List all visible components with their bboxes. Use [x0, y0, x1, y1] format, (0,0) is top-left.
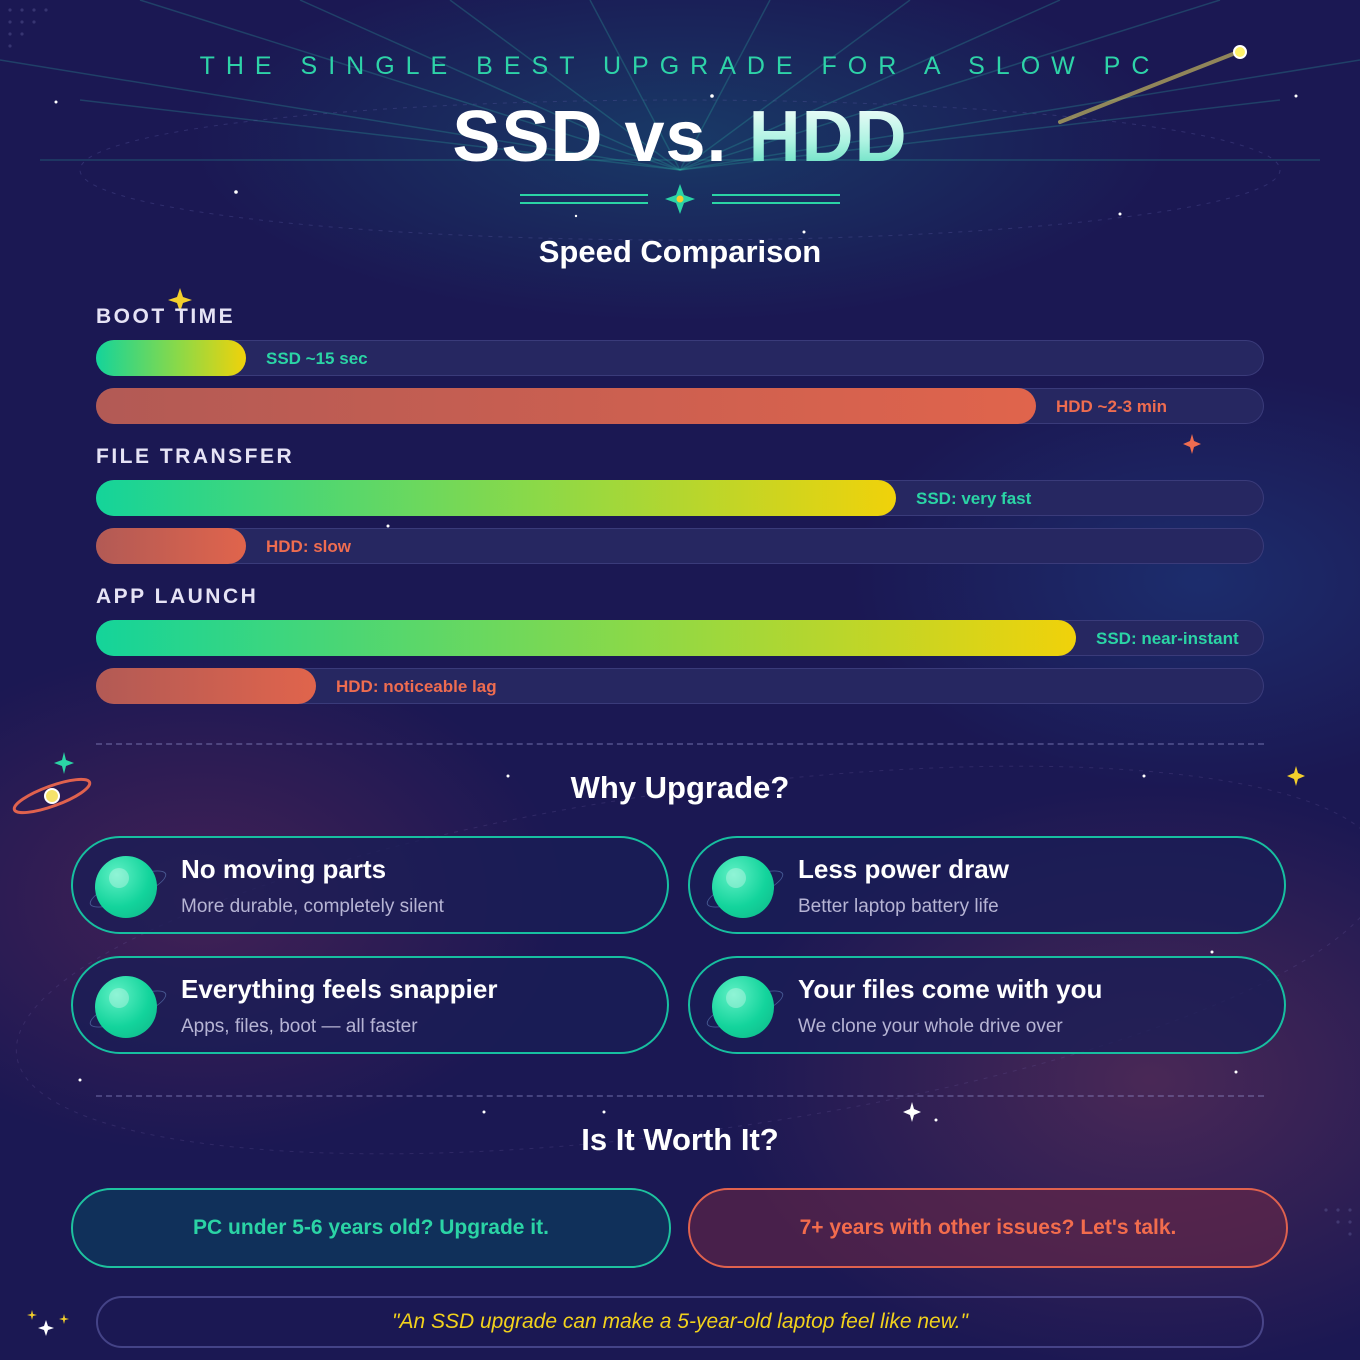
bar-track-app-ssd: SSD: near-instant [96, 620, 1264, 656]
benefit-card-snappier: Everything feels snappier Apps, files, b… [71, 956, 669, 1054]
bar-boot-ssd [96, 340, 246, 376]
bar-track-app-hdd: HDD: noticeable lag [96, 668, 1264, 704]
benefit-card-less-power: Less power draw Better laptop battery li… [688, 836, 1286, 934]
card-subtitle: We clone your whole drive over [798, 1016, 1063, 1037]
bar-label-app-hdd: HDD: noticeable lag [336, 677, 497, 696]
sparkle-stars [27, 184, 1305, 1336]
category-app-launch: APP LAUNCH [96, 585, 259, 608]
bar-label-app-ssd: SSD: near-instant [1096, 629, 1239, 648]
eyebrow-tagline: THE SINGLE BEST UPGRADE FOR A SLOW PC [199, 52, 1161, 80]
section-divider [96, 743, 1264, 745]
why-upgrade-heading: Why Upgrade? [570, 770, 790, 805]
planet-icon [712, 856, 774, 918]
benefit-card-files-come-with-you: Your files come with you We clone your w… [688, 956, 1286, 1054]
bar-track-file-ssd: SSD: very fast [96, 480, 1264, 516]
section-divider [96, 1095, 1264, 1097]
bar-app-hdd [96, 668, 316, 704]
benefit-card-no-moving-parts: No moving parts More durable, completely… [71, 836, 669, 934]
title-hdd: HDD [748, 97, 908, 177]
upgrade-it-callout: PC under 5-6 years old? Upgrade it. [71, 1188, 671, 1268]
bar-label-boot-ssd: SSD ~15 sec [266, 349, 368, 368]
title-divider [520, 194, 840, 204]
bar-track-file-hdd: HDD: slow [96, 528, 1264, 564]
card-title: No moving parts [181, 854, 387, 884]
card-title: Your files come with you [798, 974, 1103, 1004]
card-subtitle: More durable, completely silent [181, 896, 444, 917]
card-title: Everything feels snappier [181, 974, 498, 1004]
category-boot-time: BOOT TIME [96, 305, 236, 328]
bar-track-boot-ssd: SSD ~15 sec [96, 340, 1264, 376]
bar-file-ssd [96, 480, 896, 516]
bar-label-file-ssd: SSD: very fast [916, 489, 1032, 508]
planet-icon [712, 976, 774, 1038]
card-subtitle: Better laptop battery life [798, 896, 999, 917]
planet-icon [95, 976, 157, 1038]
card-title: Less power draw [798, 854, 1009, 884]
planet-icon [95, 856, 157, 918]
worth-it-heading: Is It Worth It? [581, 1122, 779, 1157]
lets-talk-callout: 7+ years with other issues? Let's talk. [688, 1188, 1288, 1268]
main-title: SSD vs. HDD [0, 96, 1360, 178]
testimonial-quote: "An SSD upgrade can make a 5-year-old la… [96, 1296, 1264, 1348]
shooting-star [1058, 45, 1247, 124]
card-subtitle: Apps, files, boot — all faster [181, 1016, 418, 1037]
bar-file-hdd [96, 528, 246, 564]
bar-app-ssd [96, 620, 1076, 656]
planet-with-ring [12, 777, 92, 815]
bar-label-file-hdd: HDD: slow [266, 537, 351, 556]
category-file-transfer: FILE TRANSFER [96, 445, 295, 468]
title-ssd: SSD vs. [452, 97, 728, 177]
bar-track-boot-hdd: HDD ~2-3 min [96, 388, 1264, 424]
dot-grid [8, 8, 1352, 1236]
small-stars [54, 94, 1298, 1122]
bar-label-boot-hdd: HDD ~2-3 min [1056, 397, 1167, 416]
bar-boot-hdd [96, 388, 1036, 424]
speed-comparison-heading: Speed Comparison [538, 234, 822, 269]
